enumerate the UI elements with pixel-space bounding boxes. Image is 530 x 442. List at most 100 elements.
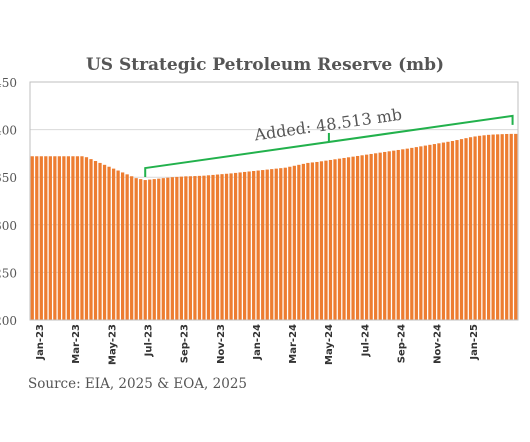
bar xyxy=(428,144,432,320)
bar xyxy=(130,176,134,320)
bar xyxy=(482,135,486,320)
bar xyxy=(306,162,310,320)
bar xyxy=(188,176,193,320)
bar xyxy=(229,173,233,320)
bar xyxy=(496,134,500,320)
bar xyxy=(473,136,477,320)
bar xyxy=(62,156,66,320)
x-tick-label: Nov-24 xyxy=(433,324,444,364)
bar xyxy=(247,171,251,320)
bar xyxy=(351,156,355,320)
bar xyxy=(35,156,39,320)
bar xyxy=(315,161,319,320)
bar xyxy=(446,141,450,320)
bar xyxy=(157,178,161,320)
bar xyxy=(360,155,364,320)
bar xyxy=(107,166,111,320)
x-tick-label: Jul-23 xyxy=(144,324,155,357)
bar xyxy=(301,163,305,320)
bar xyxy=(39,156,43,320)
y-tick-label: 400 xyxy=(0,124,17,138)
bar xyxy=(30,156,34,320)
bar xyxy=(152,179,156,320)
x-tick-label: Mar-23 xyxy=(71,324,82,364)
bar xyxy=(342,157,346,320)
x-tick-label: Jul-24 xyxy=(360,324,371,357)
bar xyxy=(139,179,143,320)
bar xyxy=(71,156,75,320)
bar xyxy=(220,174,224,320)
bar xyxy=(509,133,513,320)
y-tick-label: 350 xyxy=(0,171,17,185)
bar xyxy=(346,157,351,320)
x-tick-label: Jan-25 xyxy=(469,324,480,361)
bar xyxy=(75,156,80,320)
annotation-label: Added: 48.513 mb xyxy=(252,105,403,145)
bar xyxy=(89,159,93,320)
bar xyxy=(202,175,206,320)
x-tick-label: Jan-24 xyxy=(252,324,263,361)
bar xyxy=(206,175,211,320)
bar xyxy=(143,180,147,320)
x-tick-label: Jan-23 xyxy=(35,324,46,361)
bar xyxy=(500,134,504,320)
bar xyxy=(369,153,373,320)
bar xyxy=(233,172,238,320)
bar xyxy=(455,140,459,320)
bar xyxy=(184,176,188,320)
x-tick-label: Sep-23 xyxy=(180,324,191,363)
bar xyxy=(292,165,296,320)
x-tick-label: Mar-24 xyxy=(288,324,299,364)
bar xyxy=(261,170,265,320)
bar xyxy=(383,151,387,320)
bar xyxy=(297,164,301,320)
bar xyxy=(410,147,414,320)
bar xyxy=(279,168,283,320)
bar xyxy=(211,174,215,320)
bar xyxy=(432,144,437,320)
bar xyxy=(179,176,183,320)
bar xyxy=(252,171,256,320)
bar xyxy=(84,157,89,320)
bar xyxy=(197,175,202,320)
chart-title: US Strategic Petroleum Reserve (mb) xyxy=(85,55,445,75)
bar xyxy=(477,135,482,320)
bar xyxy=(224,173,229,320)
bar xyxy=(53,156,57,320)
bar xyxy=(288,166,292,320)
bar xyxy=(111,168,116,320)
bar xyxy=(514,133,518,320)
x-tick-label: Nov-23 xyxy=(216,324,227,364)
bar xyxy=(80,156,84,320)
bar xyxy=(378,152,382,320)
bar xyxy=(166,177,170,320)
bar xyxy=(274,168,278,320)
bar xyxy=(170,177,174,320)
bar xyxy=(419,146,423,320)
bar xyxy=(57,156,61,320)
plot-frame xyxy=(29,81,519,321)
bar xyxy=(491,134,495,320)
bar xyxy=(450,141,455,320)
bar xyxy=(283,167,287,320)
bar xyxy=(505,133,509,320)
bar xyxy=(193,176,197,320)
bar xyxy=(328,159,333,320)
bar xyxy=(392,150,396,320)
bar xyxy=(98,162,102,320)
y-tick-label: 200 xyxy=(0,314,17,328)
bar xyxy=(414,147,418,320)
bar xyxy=(175,176,179,320)
bar xyxy=(423,145,427,320)
bar xyxy=(396,149,400,320)
bar xyxy=(387,151,391,320)
bar xyxy=(161,178,165,320)
y-tick-label: 250 xyxy=(0,266,17,280)
bar xyxy=(125,174,129,320)
bar xyxy=(265,169,269,320)
bar xyxy=(468,137,473,320)
bar xyxy=(256,170,260,320)
x-tick-label: Sep-24 xyxy=(397,324,408,363)
